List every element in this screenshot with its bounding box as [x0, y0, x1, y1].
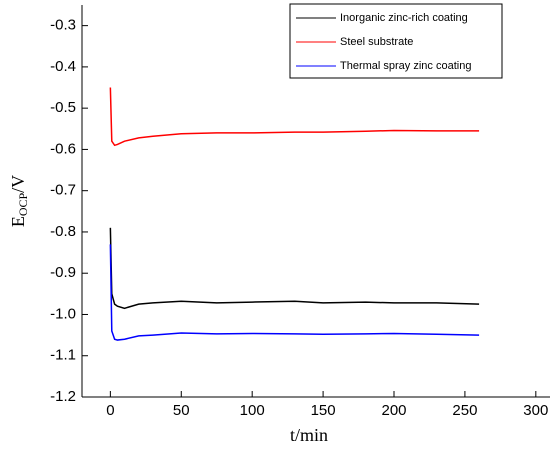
y-tick-label: -1.1: [50, 347, 76, 364]
y-label-main: E: [8, 216, 28, 227]
x-tick-label: 50: [173, 402, 190, 419]
y-tick-label: -0.3: [50, 17, 76, 34]
x-tick-label: 0: [106, 402, 114, 419]
x-tick-label: 250: [452, 402, 477, 419]
y-tick-label: -0.8: [50, 223, 76, 240]
y-axis-label: EOCP/V: [8, 175, 30, 227]
legend-label: Inorganic zinc-rich coating: [340, 12, 468, 24]
series-line: [109, 227, 480, 310]
y-tick-label: -0.5: [50, 99, 76, 116]
y-tick-label: -0.6: [50, 140, 76, 157]
y-tick-label: -0.9: [50, 264, 76, 281]
y-tick-label: -1.0: [50, 305, 76, 322]
x-tick-label: 300: [523, 402, 548, 419]
x-axis-label: t/min: [290, 425, 328, 445]
y-label-sub: OCP: [16, 193, 30, 217]
x-tick-label: 150: [311, 402, 336, 419]
y-label-unit: /V: [8, 175, 28, 193]
x-tick-label: 200: [381, 402, 406, 419]
x-tick-label: 100: [240, 402, 265, 419]
y-tick-label: -1.2: [50, 388, 76, 405]
legend-label: Thermal spray zinc coating: [340, 60, 471, 72]
y-tick-label: -0.7: [50, 182, 76, 199]
legend-label: Steel substrate: [340, 36, 413, 48]
series-line: [109, 87, 480, 147]
y-tick-label: -0.4: [50, 58, 76, 75]
series-line: [109, 244, 480, 341]
